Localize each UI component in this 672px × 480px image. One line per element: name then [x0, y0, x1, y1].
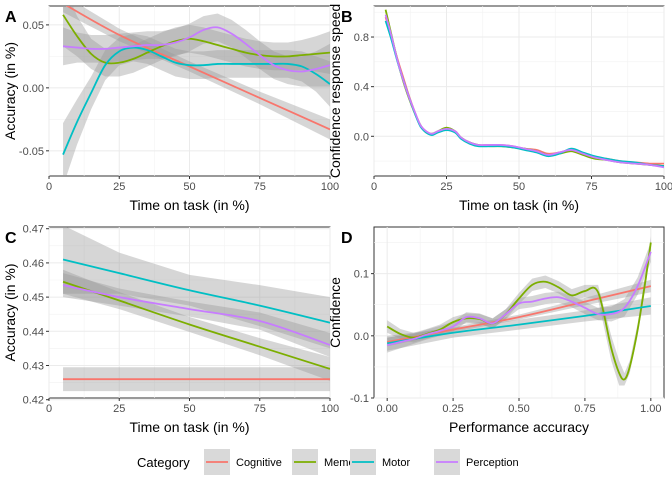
legend-key-memory — [292, 449, 318, 475]
panel-a-label: A — [5, 9, 17, 26]
panel-d-line-motor — [387, 305, 651, 345]
panel-d-x-tick-label: 0.25 — [442, 403, 463, 415]
panel-d-label: D — [341, 230, 353, 247]
panel-c-line-motor — [62, 258, 330, 324]
panel-d-x-tick-label: 1.00 — [640, 403, 661, 415]
panel-a-x-tick-label: 75 — [254, 181, 266, 193]
panel-b-line-perception — [384, 14, 664, 169]
legend: Category Cognitive Memory Motor Perception — [137, 449, 519, 475]
panel-d-y-axis-title: Confidence — [327, 277, 343, 348]
panel-b-series-group — [384, 9, 664, 169]
panel-a: A 0 25 50 75 100 -0.05 0.00 0.05 Time on task (i… — [2, 5, 339, 213]
panel-a-line-perception — [62, 26, 330, 73]
panel-c-line-perception — [62, 284, 330, 346]
panel-a-line-motor — [62, 46, 330, 155]
panel-a-y-tick-label: 0.00 — [23, 83, 44, 95]
panel-c-y-tick-label: 0.44 — [23, 326, 44, 338]
panel-c-line-memory — [62, 280, 330, 370]
panel-d-series-group — [386, 236, 652, 386]
legend-label-perception: Perception — [466, 457, 519, 469]
legend-label-cognitive: Cognitive — [236, 457, 282, 469]
panel-a-band-motor — [63, 33, 330, 176]
panel-a-y-tick-label: -0.05 — [19, 146, 44, 158]
panel-b-y-tick-label: 0.4 — [354, 82, 369, 94]
panel-c-y-tick-label: 0.43 — [23, 361, 44, 373]
panel-d-y-tick-label: 0.0 — [354, 331, 369, 343]
legend-key-motor — [350, 449, 376, 475]
panel-c-x-tick-label: 25 — [113, 403, 125, 415]
panel-c-band-memory — [63, 269, 330, 381]
panel-b-y-tick-label: 0.8 — [354, 32, 369, 44]
panel-d-y-tick-label: 0.1 — [354, 269, 369, 281]
panel-c-label: C — [5, 230, 17, 247]
panel-a-y-tick-label: 0.05 — [23, 20, 44, 32]
panel-a-line-cognitive — [65, 6, 330, 131]
panel-a-series-group — [62, 6, 330, 176]
panel-b-label: B — [341, 9, 353, 26]
panel-c-x-axis-title: Time on task (in %) — [129, 419, 249, 435]
panel-b: B 0 25 50 75 100 0.0 0.4 0.8 Time on task (in %)… — [327, 4, 672, 213]
panel-c-series-group — [62, 227, 330, 392]
panel-d-x-tick-label: 0.75 — [574, 403, 595, 415]
panel-c-y-tick-label: 0.46 — [23, 258, 44, 270]
panel-b-x-axis-title: Time on task (in %) — [459, 197, 579, 213]
panel-c-y-tick-label: 0.42 — [23, 395, 44, 407]
panel-a-y-axis-title: Accuracy (in %) — [2, 42, 18, 140]
panel-b-x-tick-label: 75 — [585, 181, 597, 193]
panel-c-y-tick-label: 0.47 — [23, 224, 44, 236]
panel-c-y-axis-title: Accuracy (in %) — [2, 263, 18, 361]
panel-b-x-tick-label: 50 — [513, 181, 525, 193]
legend-title: Category — [137, 455, 190, 470]
panel-d-x-tick-label: 0.00 — [376, 403, 397, 415]
panel-a-band-perception — [63, 13, 330, 87]
panel-b-y-axis-title: Confidence response speed — [327, 4, 343, 178]
panel-c: C 0 25 50 75 100 0.42 0.43 0.44 0.45 0.46 0.47 Time… — [2, 224, 339, 435]
panel-c-band-perception — [63, 273, 330, 357]
panel-a-x-tick-label: 0 — [46, 181, 52, 193]
panel-b-x-tick-label: 25 — [440, 181, 452, 193]
panel-d-line-perception — [386, 251, 652, 347]
legend-key-perception — [434, 449, 460, 475]
panel-d-x-tick-label: 0.50 — [508, 403, 529, 415]
panel-d-band-perception — [387, 241, 651, 353]
panel-c-x-tick-label: 100 — [321, 403, 339, 415]
legend-label-motor: Motor — [382, 457, 410, 469]
panel-b-x-tick-label: 0 — [371, 181, 377, 193]
panel-a-x-tick-label: 50 — [183, 181, 195, 193]
legend-key-cognitive — [204, 449, 230, 475]
panel-a-x-tick-label: 25 — [113, 181, 125, 193]
panel-c-x-tick-label: 0 — [46, 403, 52, 415]
panel-d: D 0.00 0.25 0.50 0.75 1.00 -0.1 0.0 0.1 Performa… — [327, 226, 665, 435]
panel-a-x-axis-title: Time on task (in %) — [129, 197, 249, 213]
panel-c-x-tick-label: 75 — [254, 403, 266, 415]
panel-a-x-tick-label: 100 — [321, 181, 339, 193]
panel-b-y-tick-label: 0.0 — [354, 131, 369, 143]
panel-d-line-memory — [386, 242, 652, 381]
panel-d-y-tick-label: -0.1 — [350, 393, 369, 405]
panel-b-x-tick-label: 100 — [655, 181, 672, 193]
panel-d-x-axis-title: Performance accuracy — [449, 419, 589, 435]
panel-c-band-motor — [63, 227, 330, 349]
panel-c-y-tick-label: 0.45 — [23, 292, 44, 304]
panel-c-x-tick-label: 50 — [183, 403, 195, 415]
